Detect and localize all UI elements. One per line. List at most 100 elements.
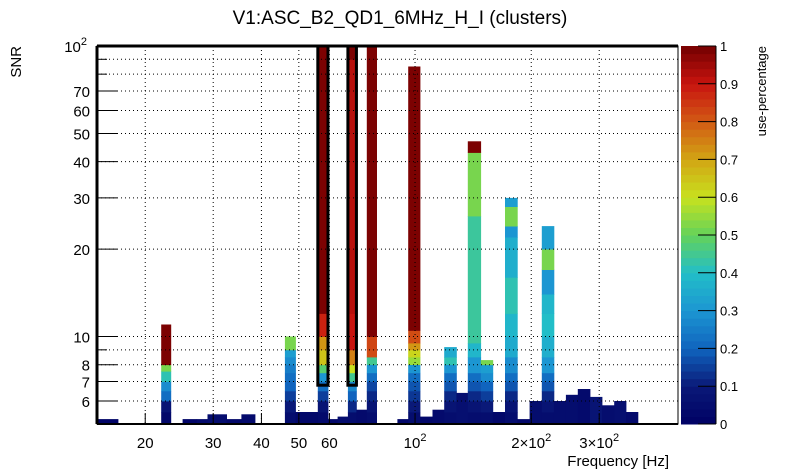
cell — [444, 412, 457, 425]
colorbar: 0 0.1 0.2 0.3 0.4 0.5 0.6 0.7 0.8 0.9 1 — [681, 39, 738, 432]
cell — [480, 381, 494, 392]
y-tick-label: 60 — [73, 103, 90, 120]
cell — [317, 401, 329, 413]
colorbar-swatch — [681, 280, 716, 289]
colorbar-swatch — [681, 212, 716, 221]
y-tick-label: 6 — [82, 394, 90, 411]
cell — [97, 419, 119, 425]
y-axis: 6 78 10 20 30 40 50 60 70 102 — [64, 36, 117, 411]
colorbar-swatch — [681, 61, 716, 70]
highlight-boxes — [95, 44, 678, 425]
colorbar-swatch — [681, 91, 716, 100]
cell — [347, 59, 357, 314]
colorbar-tick-label: 0.3 — [720, 304, 738, 319]
y-tick-label: 30 — [73, 191, 90, 208]
cell — [284, 357, 296, 365]
cell — [505, 412, 518, 425]
cell — [444, 381, 457, 392]
colorbar-swatch — [681, 295, 716, 304]
cell — [492, 412, 506, 425]
cell — [541, 226, 555, 250]
colorbar-tick-label: 0.8 — [720, 115, 738, 130]
cell — [444, 347, 457, 358]
x-axis-label: Frequency [Hz] — [567, 453, 669, 470]
colorbar-swatch — [681, 318, 716, 327]
cell — [467, 216, 482, 344]
cell — [541, 313, 555, 337]
colorbar-swatch — [681, 250, 716, 259]
colorbar-swatch — [681, 378, 716, 387]
colorbar-swatch — [681, 333, 716, 342]
colorbar-swatch — [681, 363, 716, 372]
cell — [284, 364, 296, 374]
cell — [161, 412, 172, 425]
colorbar-tick-label: 1 — [720, 39, 727, 54]
cell — [284, 349, 296, 358]
cell — [161, 364, 172, 372]
colorbar-swatch — [681, 136, 716, 145]
colorbar-swatch — [681, 272, 716, 281]
plot-cells — [97, 46, 639, 425]
y-tick-label: 8 — [82, 358, 90, 375]
cell — [444, 357, 457, 365]
cell — [541, 372, 555, 382]
cell — [541, 269, 555, 295]
colorbar-swatch — [681, 167, 716, 176]
colorbar-swatch — [681, 310, 716, 319]
cell — [317, 46, 329, 314]
colorbar-swatch — [681, 325, 716, 334]
x-tick-label: 3×102 — [579, 432, 619, 452]
cell — [408, 330, 421, 344]
colorbar-tick-label: 0.9 — [720, 77, 738, 92]
colorbar-tick-label: 0.4 — [720, 266, 738, 281]
chart-title: V1:ASC_B2_QD1_6MHz_H_I (clusters) — [233, 8, 568, 29]
cell — [614, 401, 627, 425]
y-tick-label: 40 — [73, 155, 90, 172]
cell — [397, 419, 409, 425]
cell — [480, 372, 494, 382]
cell — [577, 389, 591, 425]
cell — [467, 390, 482, 402]
cell — [317, 313, 329, 337]
colorbar-swatch — [681, 219, 716, 228]
cell — [347, 401, 357, 413]
colorbar-swatch — [681, 393, 716, 402]
cell — [432, 409, 445, 425]
colorbar-tick-label: 0.6 — [720, 190, 738, 205]
y-tick-label: 10 — [73, 330, 90, 347]
cell — [420, 416, 433, 425]
cell — [337, 416, 349, 425]
cell — [317, 336, 329, 351]
cell — [467, 412, 482, 425]
cell — [541, 336, 555, 358]
plot-frame — [96, 45, 679, 425]
y-tick-label: 50 — [73, 126, 90, 143]
colorbar-swatch — [681, 408, 716, 417]
cell — [366, 46, 377, 337]
cell — [161, 371, 172, 382]
cell — [602, 405, 615, 425]
cell — [444, 372, 457, 382]
cell — [408, 372, 421, 382]
y-tick-label: 20 — [73, 242, 90, 259]
cell — [505, 336, 518, 358]
colorbar-tick-label: 0.2 — [720, 341, 738, 356]
colorbar-swatch — [681, 76, 716, 85]
colorbar-label: use-percentage — [754, 46, 769, 136]
cell — [541, 390, 555, 402]
cell — [284, 401, 296, 413]
colorbar-swatch — [681, 189, 716, 198]
colorbar-swatch — [681, 144, 716, 153]
colorbar-swatch — [681, 151, 716, 160]
colorbar-swatch — [681, 53, 716, 62]
cell — [284, 412, 296, 425]
cell — [505, 197, 518, 207]
cell — [467, 152, 482, 217]
x-tick-label: 102 — [404, 432, 427, 452]
colorbar-tick-label: 0 — [720, 417, 727, 432]
cell — [347, 412, 357, 425]
cell — [408, 364, 421, 374]
colorbar-swatch — [681, 303, 716, 312]
cell — [295, 412, 319, 425]
